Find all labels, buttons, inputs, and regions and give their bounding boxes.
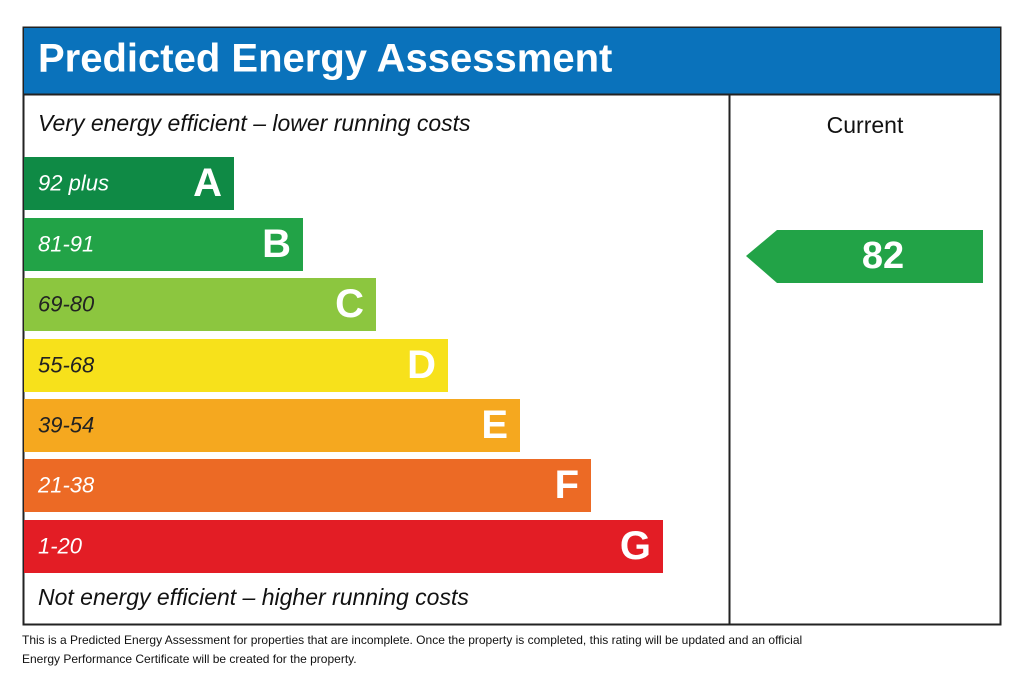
header-bar [24, 28, 1000, 94]
band-bar [24, 339, 448, 392]
band-bar [24, 218, 303, 271]
band-letter: D [407, 343, 436, 387]
bottom-label: Not energy efficient – higher running co… [38, 584, 469, 610]
band-range: 55-68 [38, 352, 95, 377]
current-value: 82 [862, 235, 904, 277]
current-label: Current [827, 112, 904, 138]
band-range: 81-91 [38, 231, 94, 256]
title: Predicted Energy Assessment [38, 37, 612, 81]
band-letter: B [262, 222, 291, 266]
band-bar [24, 520, 663, 573]
band-range: 39-54 [38, 412, 94, 437]
band-letter: C [335, 282, 364, 326]
band-range: 1-20 [38, 533, 83, 558]
band-range: 69-80 [38, 291, 95, 316]
band-bar [24, 278, 376, 331]
footer: This is a Predicted Energy Assessment fo… [22, 633, 803, 666]
band-range: 21-38 [37, 472, 95, 497]
current-arrow [746, 230, 983, 283]
band-letter: A [193, 161, 222, 205]
band-bar [24, 459, 591, 512]
top-label: Very energy efficient – lower running co… [38, 110, 471, 136]
diagram: Predicted Energy Assessment Very energy … [22, 26, 1002, 626]
band-range: 92 plus [38, 170, 109, 195]
band-letter: G [620, 524, 651, 568]
band-bar [24, 399, 520, 452]
band-letter: E [481, 403, 508, 447]
band-bar [24, 157, 234, 210]
band-letter: F [555, 463, 579, 507]
